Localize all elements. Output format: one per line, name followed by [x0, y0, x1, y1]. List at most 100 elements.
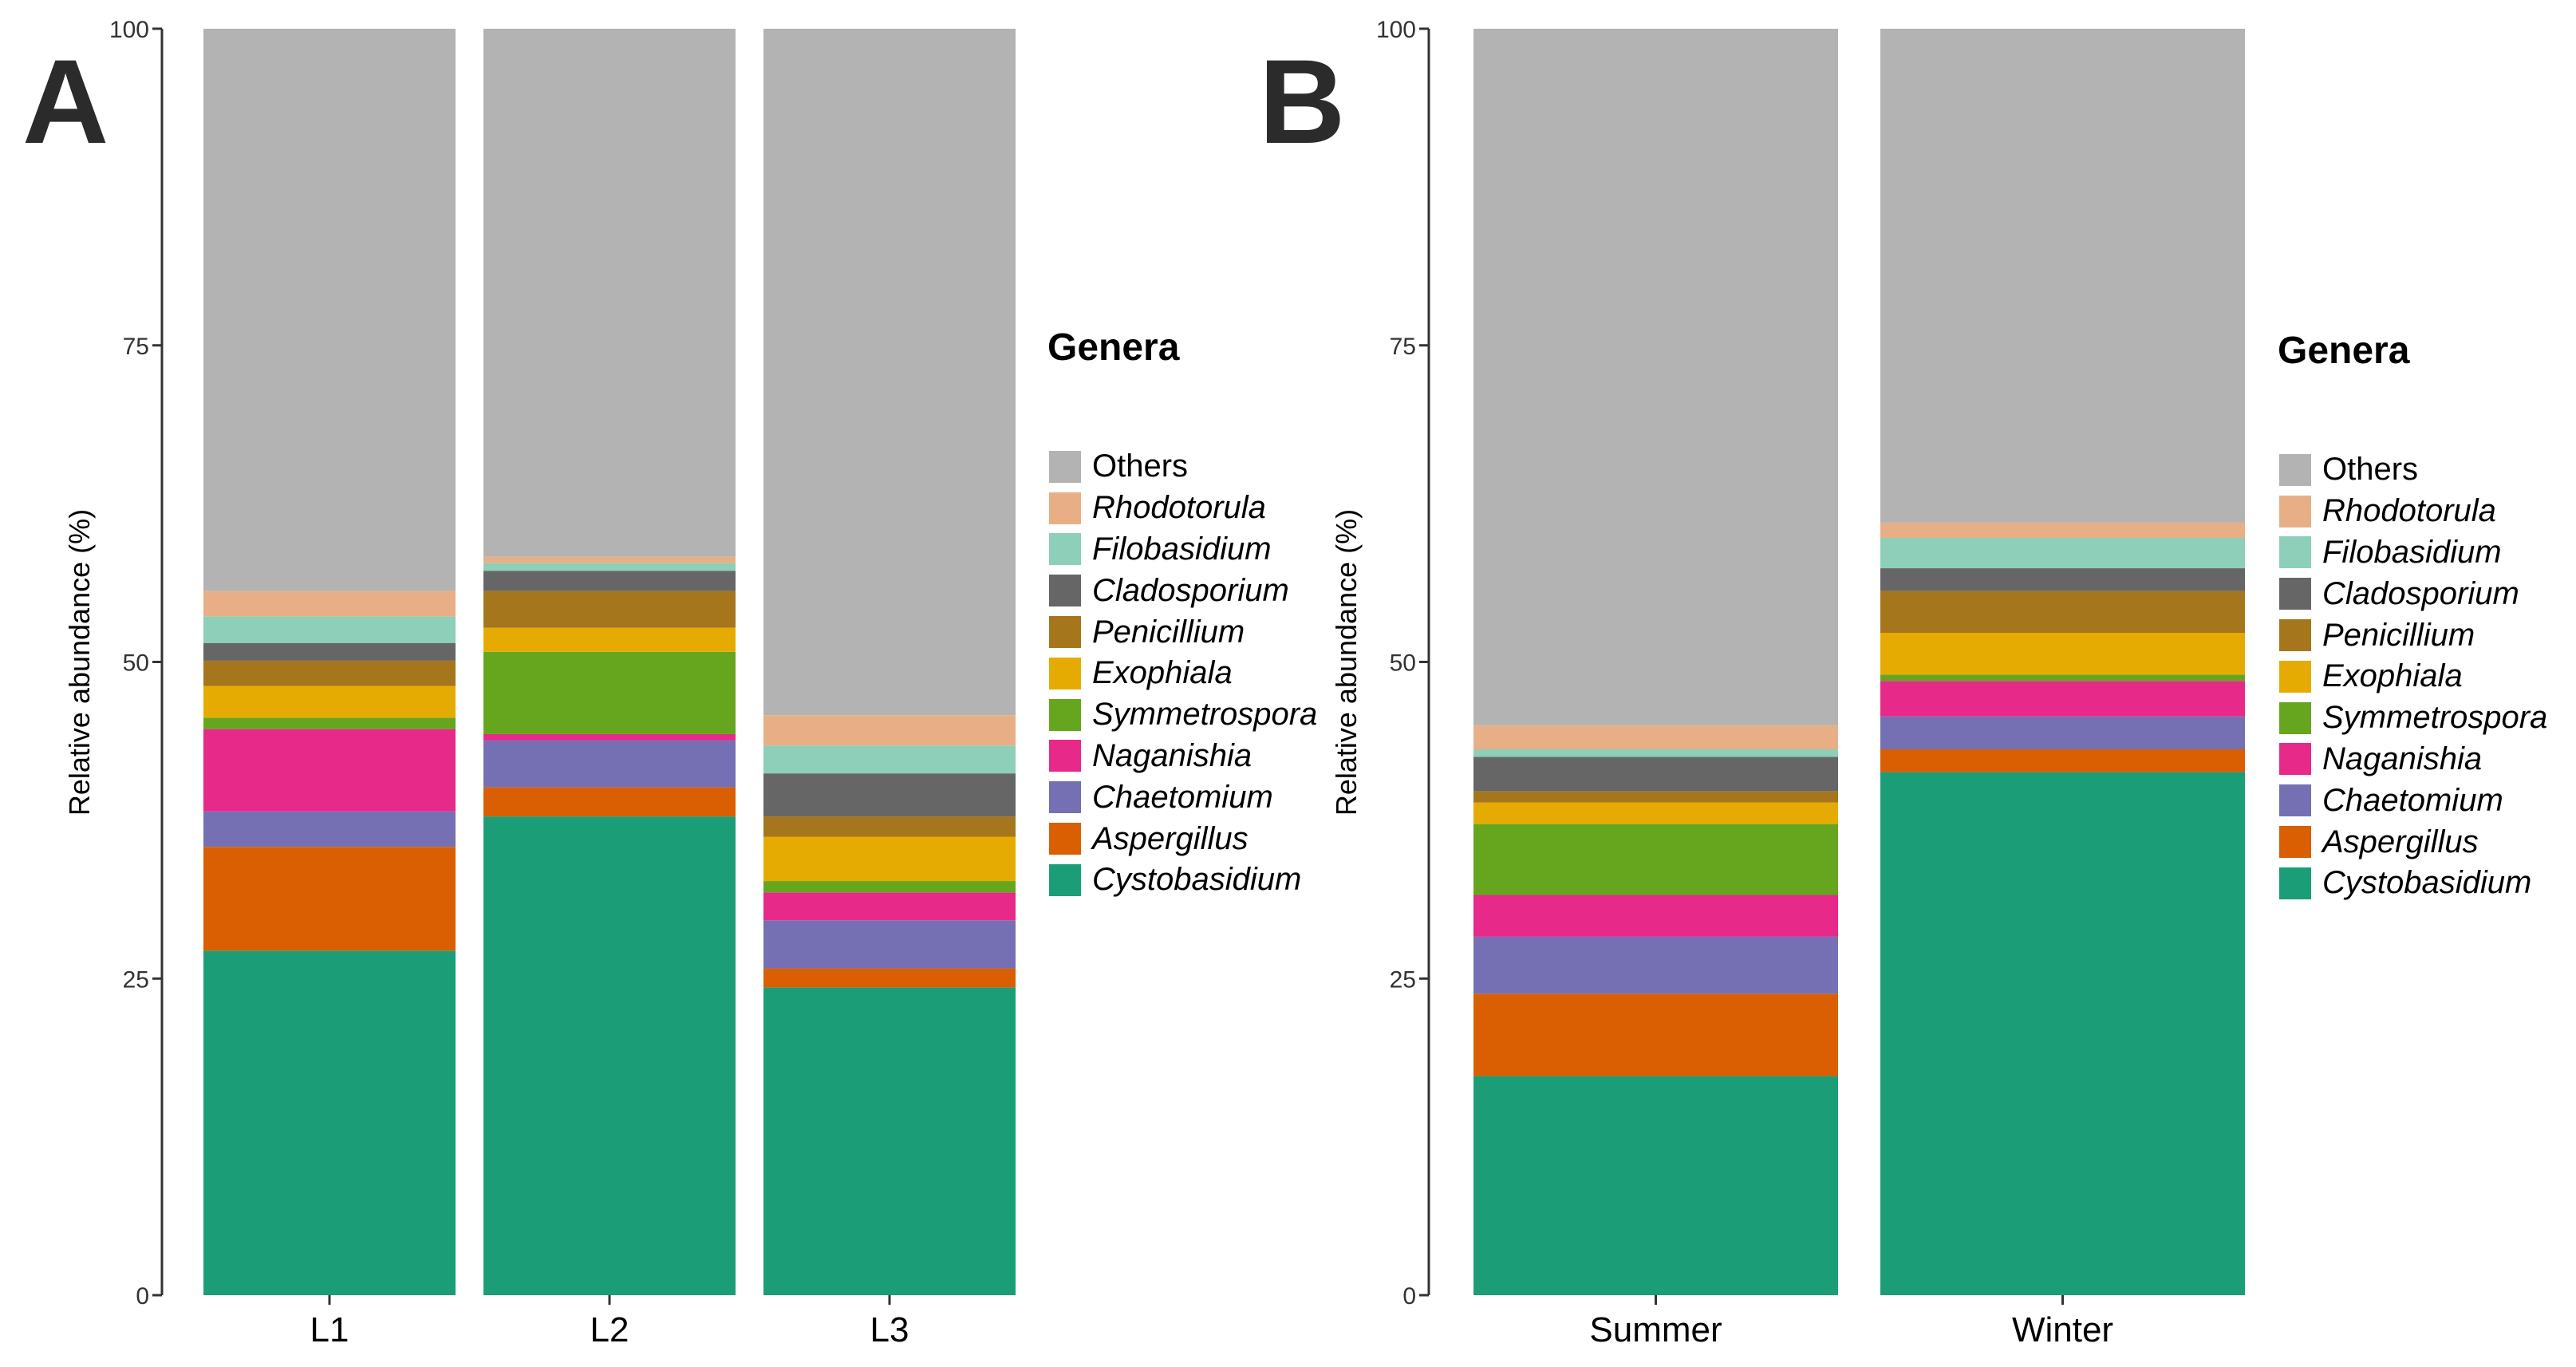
legend-swatch — [1047, 862, 1083, 898]
legend-label: Chaetomium — [2322, 782, 2503, 818]
y-axis-label: Relative abundance (%) — [1330, 509, 1363, 816]
legend-label: Aspergillus — [1092, 820, 1249, 856]
y-tick-label: 100 — [109, 17, 149, 43]
bar-segment — [1880, 632, 2245, 675]
legend-swatch — [2278, 741, 2313, 777]
y-tick-label: 0 — [136, 1283, 149, 1310]
legend-label: Naganishia — [2322, 741, 2483, 776]
bar-segment — [203, 591, 456, 617]
legend-item: Penicillium — [2278, 614, 2547, 656]
bar-segment — [1880, 591, 2245, 633]
legend-items: Others Rhodotorula Filobasidium Cladosporiu… — [1047, 446, 1317, 901]
y-tick-label: 25 — [1390, 966, 1416, 993]
legend-label: Aspergillus — [2322, 824, 2479, 859]
legend-item: Aspergillus — [2278, 821, 2547, 863]
bar-segment — [1880, 772, 2245, 1295]
legend-label: Chaetomium — [1092, 779, 1273, 815]
bar-segment — [483, 651, 736, 734]
legend-item: Rhodotorula — [1047, 488, 1317, 529]
legend-item: Symmetrospora — [1047, 694, 1317, 736]
bar-segment — [1880, 749, 2245, 772]
legend-panel-a: Genera Others Rhodotorula Filobasidium Clad… — [1047, 326, 1317, 901]
legend-label: Symmetrospora — [1092, 697, 1318, 733]
legend-label: Others — [1092, 448, 1189, 484]
legend-swatch — [1047, 490, 1083, 526]
bar-segment — [483, 591, 736, 628]
legend-label: Others — [2322, 452, 2419, 488]
legend-item: Penicillium — [1047, 611, 1317, 653]
legend-label: Cystobasidium — [1092, 862, 1302, 898]
legend-swatch — [2278, 658, 2313, 694]
legend-swatch — [2278, 700, 2313, 736]
bar-segment — [483, 740, 736, 788]
legend-title: Genera — [2278, 330, 2410, 372]
bar-segment — [1473, 749, 1838, 757]
legend-item: Filobasidium — [2278, 532, 2547, 574]
bar-segment — [1473, 936, 1838, 994]
legend-swatch — [1047, 614, 1083, 650]
legend-swatch — [2278, 535, 2313, 571]
legend-swatch — [2278, 576, 2313, 612]
bar-segment — [483, 733, 736, 741]
bar-segment — [763, 816, 1016, 837]
legend-label: Cladosporium — [1092, 572, 1289, 608]
legend-label: Exophiala — [2322, 658, 2463, 694]
legend-item: Naganishia — [2278, 739, 2547, 780]
legend-swatch — [1047, 738, 1083, 774]
y-tick-label: 75 — [123, 334, 149, 360]
bar-segment — [483, 627, 736, 652]
y-tick-label: 50 — [123, 650, 149, 677]
legend-label: Filobasidium — [1092, 531, 1272, 567]
bar-segment — [1473, 802, 1838, 824]
legend-item: Cystobasidium — [2278, 863, 2547, 904]
x-tick-label: Winter — [2012, 1310, 2113, 1349]
bar-segment — [1880, 716, 2245, 750]
legend-label: Penicillium — [1092, 614, 1245, 650]
bar-segment — [203, 717, 456, 729]
y-tick-label: 50 — [1390, 650, 1416, 677]
legend-item: Aspergillus — [1047, 818, 1317, 859]
legend-label: Exophiala — [1092, 655, 1233, 691]
bar-segment — [203, 811, 456, 847]
bar-segment — [203, 29, 456, 591]
legend-swatch — [2278, 824, 2313, 860]
legend-item: Symmetrospora — [2278, 697, 2547, 739]
bar-segment — [483, 787, 736, 817]
bar-segment — [1473, 824, 1838, 895]
x-tick-label: L2 — [590, 1310, 629, 1349]
legend-swatch — [1047, 821, 1083, 857]
y-tick-label: 75 — [1390, 334, 1416, 360]
bar-segment — [763, 968, 1016, 988]
legend-swatch — [1047, 697, 1083, 733]
x-tick-label: L1 — [310, 1310, 349, 1349]
bar-segment — [1473, 994, 1838, 1077]
bar-segment — [763, 745, 1016, 774]
bar-segment — [763, 987, 1016, 1295]
legend-item: Rhodotorula — [2278, 491, 2547, 532]
legend-label: Penicillium — [2322, 617, 2475, 653]
legend-label: Rhodotorula — [2322, 493, 2496, 529]
legend-swatch — [2278, 783, 2313, 819]
legend-item: Others — [1047, 446, 1317, 488]
panel-letter-a: A — [22, 34, 109, 168]
panel-letter-b: B — [1259, 34, 1346, 168]
y-tick-label: 100 — [1376, 17, 1416, 43]
legend-label: Cladosporium — [2322, 575, 2519, 611]
bar-segment — [1880, 522, 2245, 538]
bar-segment — [763, 881, 1016, 893]
bar-segment — [1473, 1076, 1838, 1295]
legend-item: Filobasidium — [1047, 529, 1317, 571]
y-tick-label: 0 — [1402, 1283, 1416, 1310]
bar-segment — [763, 920, 1016, 969]
y-axis-label: Relative abundance (%) — [63, 509, 96, 816]
legend-item: Chaetomium — [1047, 776, 1317, 818]
legend-item: Cystobasidium — [1047, 859, 1317, 901]
bar-segment — [1473, 29, 1838, 725]
legend-swatch — [1047, 448, 1083, 484]
bar-segment — [1880, 681, 2245, 717]
bar-segment — [203, 685, 456, 718]
legend-item: Chaetomium — [2278, 780, 2547, 821]
legend-item: Exophiala — [1047, 653, 1317, 694]
